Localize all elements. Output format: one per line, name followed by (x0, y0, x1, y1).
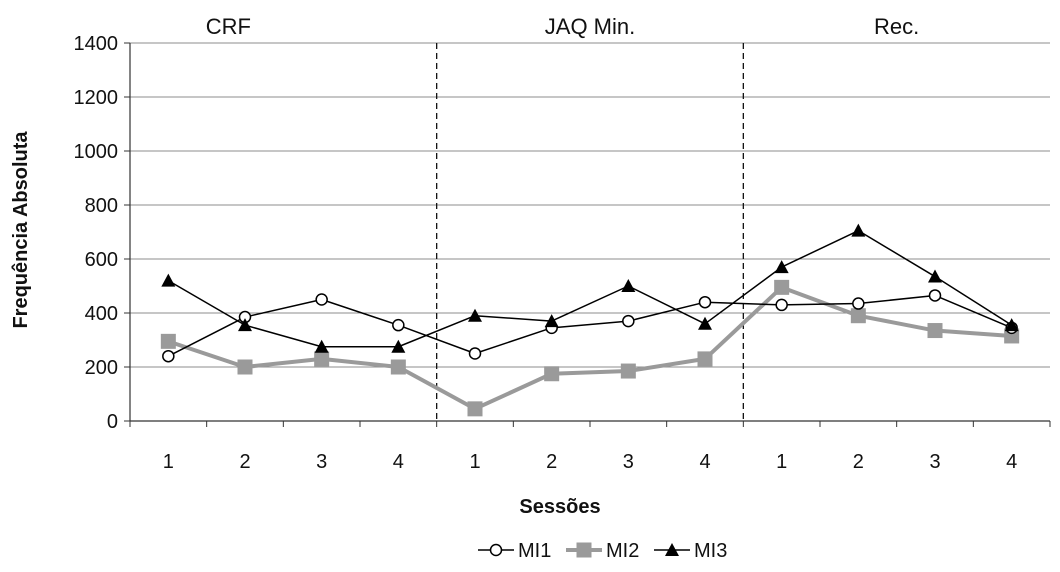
axis-labels: Sessões Frequência Absoluta (10, 131, 601, 518)
x-tick-label: 4 (699, 451, 710, 473)
y-tick-label: 1400 (74, 33, 119, 55)
data-point (1004, 318, 1019, 332)
data-point (391, 339, 406, 353)
data-point (162, 349, 175, 363)
x-tick-label: 2 (546, 451, 557, 473)
y-tick-label: 400 (85, 303, 118, 325)
data-point (622, 314, 635, 328)
legend-label: MI3 (694, 540, 727, 562)
legend-item-mi3: MI3 (654, 540, 727, 562)
legend-marker (489, 543, 503, 557)
y-tick-label: 0 (107, 411, 118, 433)
series-line-mi3 (167, 229, 1013, 348)
x-tick-label: 3 (929, 451, 940, 473)
phase-label: JAQ Min. (545, 14, 635, 39)
legend-marker (576, 542, 592, 558)
x-tick-label: 3 (623, 451, 634, 473)
x-tick-label: 1 (163, 451, 174, 473)
data-point (620, 363, 636, 379)
data-point (544, 366, 560, 382)
x-tick-label: 4 (1006, 451, 1017, 473)
y-axis-title: Frequência Absoluta (10, 131, 32, 329)
data-point (697, 351, 713, 367)
data-point (467, 401, 483, 417)
series-line-mi2 (167, 285, 1012, 411)
x-tick-label: 4 (393, 451, 404, 473)
data-point (314, 339, 329, 353)
data-point (775, 298, 788, 312)
x-tick-label: 2 (853, 451, 864, 473)
x-axis-title: Sessões (519, 496, 600, 518)
x-tick-label: 2 (239, 451, 250, 473)
x-tick-label: 1 (776, 451, 787, 473)
data-point (544, 314, 559, 328)
data-point (698, 295, 712, 309)
legend-label: MI2 (606, 540, 639, 562)
phase-label: CRF (206, 14, 251, 39)
x-tick-label: 1 (469, 451, 480, 473)
y-tick-label: 1200 (74, 87, 119, 109)
legend-item-mi1: MI1 (478, 540, 551, 562)
y-tick-label: 1000 (74, 141, 119, 163)
data-point (238, 318, 252, 332)
series-mi1 (162, 289, 1018, 363)
data-point (390, 359, 406, 375)
y-tick-label: 800 (85, 195, 118, 217)
gridlines (130, 42, 1050, 368)
data-point (237, 359, 253, 375)
data-point (315, 293, 328, 306)
phase-label: Rec. (874, 14, 919, 39)
data-point (698, 316, 712, 330)
series-lines (160, 223, 1020, 417)
axes: 0 200 400 600 800 1000 1200 1400 1 2 3 4 1 2 3 4 1 2 3 4 (74, 33, 1051, 473)
legend-label: MI1 (518, 540, 551, 562)
y-tick-label: 600 (85, 249, 118, 271)
data-point (468, 308, 482, 322)
data-point (928, 289, 942, 302)
data-point (392, 318, 405, 332)
data-point (160, 333, 176, 349)
data-point (314, 351, 330, 367)
data-point (852, 297, 865, 310)
x-tick-label: 3 (316, 451, 327, 473)
legend-marker (665, 543, 679, 556)
series-line-mi1 (167, 294, 1012, 357)
data-point (468, 347, 482, 360)
phase-dividers: CRF JAQ Min. Rec. (206, 14, 919, 421)
series-mi3 (161, 223, 1019, 353)
data-point (928, 269, 942, 283)
data-point (774, 279, 790, 295)
y-tick-label: 200 (85, 357, 118, 379)
legend: MI1 MI2 MI3 (478, 540, 727, 562)
data-point (850, 308, 866, 324)
data-point (927, 323, 943, 339)
data-point (851, 223, 866, 237)
legend-item-mi2: MI2 (566, 540, 639, 562)
data-point (621, 279, 636, 292)
data-point (774, 260, 789, 274)
data-point (161, 273, 176, 287)
series-mi2 (160, 279, 1020, 417)
